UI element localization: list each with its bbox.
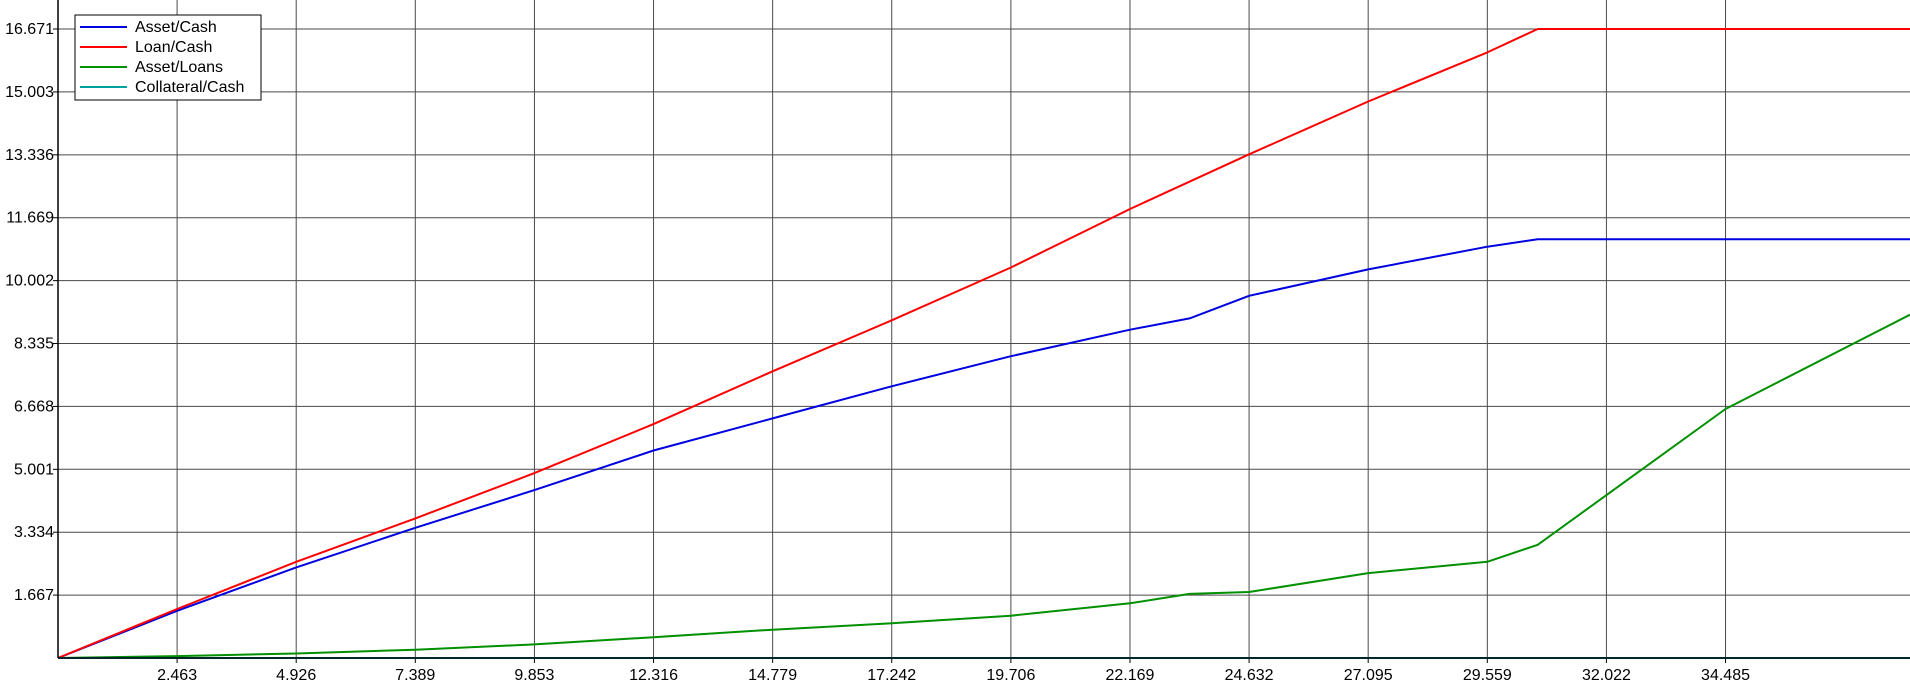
axes — [57, 0, 1910, 659]
x-tick-labels: 2.463 4.926 7.389 9.853 12.316 14.779 17.242 19… — [157, 667, 1750, 684]
x-tick-label: 24.632 — [1225, 667, 1274, 684]
x-tick-label: 9.853 — [514, 667, 554, 684]
series-line-asset-cash — [57, 238, 1910, 659]
x-tick-label: 34.485 — [1701, 667, 1750, 684]
y-tick-label: 15.003 — [5, 84, 54, 101]
x-tick-label: 12.316 — [629, 667, 678, 684]
legend[interactable]: Asset/Cash Loan/Cash Asset/Loans Collateral… — [74, 14, 262, 101]
x-tick-label: 19.706 — [986, 667, 1035, 684]
legend-box — [74, 14, 262, 101]
y-tick-label: 16.671 — [5, 21, 54, 38]
y-tick-label: 11.669 — [6, 210, 54, 227]
x-tick-label: 4.926 — [276, 667, 316, 684]
y-tick-label: 1.667 — [14, 587, 54, 604]
y-tick-labels: 1.667 3.334 5.001 6.668 8.335 10.002 11.669 13.… — [5, 21, 54, 604]
x-tick-label: 22.169 — [1106, 667, 1155, 684]
x-tick-label: 27.095 — [1344, 667, 1393, 684]
legend-label-asset-cash: Asset/Cash — [135, 19, 217, 36]
y-tick-label: 13.336 — [5, 147, 54, 164]
y-tick-label: 8.335 — [14, 336, 54, 353]
series-line-asset-loans — [57, 313, 1910, 659]
series-line-loan-cash — [57, 28, 1910, 659]
y-tick-label: 5.001 — [14, 461, 54, 478]
x-tick-label: 14.779 — [748, 667, 797, 684]
x-tick-label: 32.022 — [1582, 667, 1631, 684]
legend-label-loan-cash: Loan/Cash — [135, 39, 212, 56]
x-tick-label: 29.559 — [1463, 667, 1512, 684]
y-tick-label: 6.668 — [14, 398, 54, 415]
x-tick-label: 17.242 — [867, 667, 916, 684]
y-tick-label: 3.334 — [14, 524, 54, 541]
legend-label-asset-loans: Asset/Loans — [135, 59, 223, 76]
y-tick-label: 10.002 — [5, 273, 54, 290]
legend-label-collateral-cash: Collateral/Cash — [135, 79, 244, 96]
x-tick-label: 2.463 — [157, 667, 197, 684]
x-tick-label: 7.389 — [395, 667, 435, 684]
